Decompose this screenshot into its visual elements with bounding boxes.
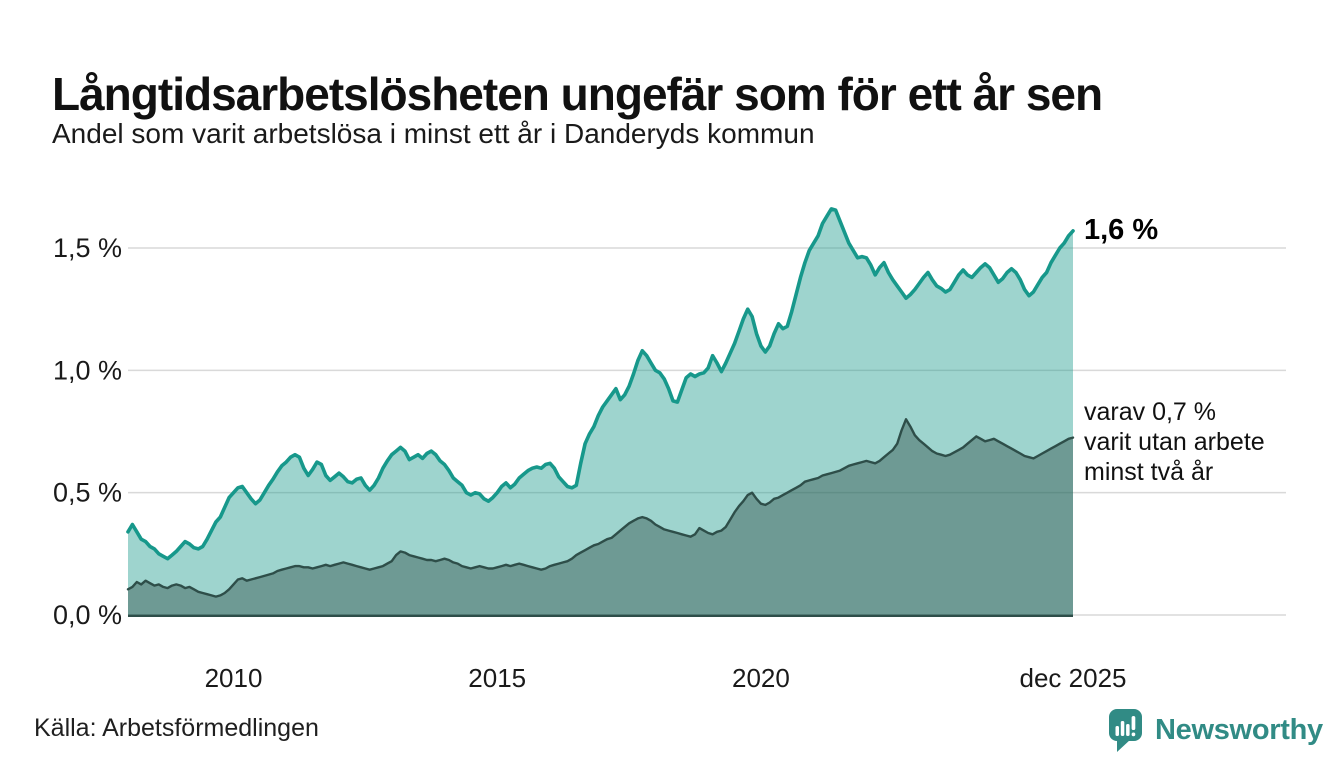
y-axis-tick-label: 1,0 % [53,355,122,385]
annotation-two-years: varav 0,7 % varit utan arbete minst två … [1084,397,1265,487]
x-axis-tick-label: 2020 [732,663,790,693]
annotation-two-years-line2: varit utan arbete [1084,428,1265,456]
annotation-latest-value: 1,6 % [1084,214,1159,246]
annotation-two-years-line3: minst två år [1084,458,1214,486]
x-axis-tick-label: 2010 [205,663,263,693]
page-subtitle: Andel som varit arbetslösa i minst ett å… [52,118,815,149]
source-note: Källa: Arbetsförmedlingen [34,714,319,742]
line-unemployed-two-years [126,418,1075,598]
x-axis-tick-label: 2015 [468,663,526,693]
newsworthy-logo[interactable]: Newsworthy [1108,704,1323,756]
x-axis-tick-label: dec 2025 [1020,663,1127,693]
y-axis-tick-label: 0,5 % [53,478,122,508]
annotation-two-years-line1: varav 0,7 % [1084,398,1217,426]
page-title: Långtidsarbetslösheten ungefär som för e… [52,67,1103,120]
brand-name: Newsworthy [1155,713,1323,746]
y-axis-tick-label: 0,0 % [53,600,122,630]
area-unemployed-two-years [128,419,1073,615]
line-unemployed-one-year [126,207,1075,561]
speech-bubble-bar-chart-icon [1109,708,1142,752]
y-axis-tick-label: 1,5 % [53,233,122,263]
